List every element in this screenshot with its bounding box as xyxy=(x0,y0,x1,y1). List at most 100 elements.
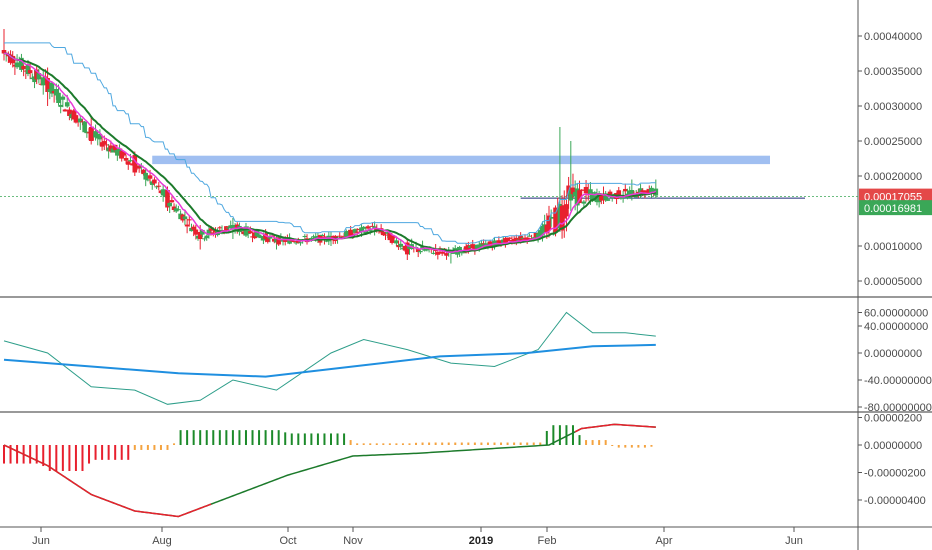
candle-body xyxy=(67,109,72,116)
candle-body xyxy=(389,236,395,243)
macd-histogram-bar xyxy=(395,443,398,445)
candle-body xyxy=(167,202,172,207)
macd-tick-label: -0.00000400 xyxy=(864,495,926,507)
candle-body xyxy=(101,141,107,145)
macd-histogram-bar xyxy=(153,445,156,450)
macd-histogram-bar xyxy=(480,442,483,445)
candle-body xyxy=(383,234,388,236)
macd-tick-label: 0.00000000 xyxy=(864,440,922,452)
candle-body xyxy=(568,190,574,201)
candle-body xyxy=(581,201,587,204)
candle-body xyxy=(200,229,205,235)
candle-body xyxy=(352,229,358,233)
time-tick-label: 2019 xyxy=(469,535,493,547)
time-tick-label: Oct xyxy=(279,535,296,547)
macd-histogram-bar xyxy=(460,442,463,445)
macd-histogram-bar xyxy=(166,445,169,450)
macd-tick-label: -0.00000200 xyxy=(864,468,926,480)
candle-body xyxy=(439,251,445,254)
candle-body xyxy=(276,237,281,245)
candle-body xyxy=(19,57,24,70)
macd-histogram-bar xyxy=(630,445,633,448)
macd-histogram-bar xyxy=(362,443,365,445)
candle-body xyxy=(311,236,316,238)
macd-histogram-bar xyxy=(251,430,254,445)
candle-body xyxy=(54,89,59,96)
candle-body xyxy=(14,62,20,68)
candle-body xyxy=(415,249,421,253)
macd-histogram-bar xyxy=(486,442,489,445)
oscillator-tick-label: 40.00000000 xyxy=(864,321,928,333)
candle-body xyxy=(618,197,624,199)
candle-body xyxy=(381,232,386,236)
oscillator-tick-label: -40.00000000 xyxy=(864,375,932,387)
candle-body xyxy=(208,228,214,231)
macd-histogram-bar xyxy=(48,445,51,471)
macd-histogram-bar xyxy=(35,445,38,464)
macd-histogram-bar xyxy=(81,445,84,471)
candle-body xyxy=(193,229,199,235)
candle-body xyxy=(125,161,131,165)
macd-histogram-bar xyxy=(500,442,503,445)
candle-body xyxy=(254,230,260,237)
macd-histogram-bar xyxy=(271,430,274,445)
candle-body xyxy=(82,121,87,133)
candle-body xyxy=(202,238,207,240)
candle-body xyxy=(592,192,598,194)
candle-body xyxy=(507,237,513,239)
fast-ma-line xyxy=(3,52,657,253)
candle-body xyxy=(605,199,611,201)
macd-histogram-bar xyxy=(186,430,189,445)
candle-body xyxy=(40,77,46,86)
macd-histogram-bar xyxy=(441,442,444,445)
macd-histogram-bar xyxy=(532,442,535,445)
macd-histogram-bar xyxy=(571,425,574,445)
price-tick-label: 0.00020000 xyxy=(864,171,922,183)
macd-histogram-bar xyxy=(290,433,293,445)
candle-body xyxy=(293,242,299,244)
macd-histogram-bar xyxy=(565,425,568,445)
macd-histogram-bar xyxy=(356,443,359,445)
candle-body xyxy=(385,232,390,234)
macd-histogram-bar xyxy=(173,443,176,445)
macd-histogram-bar xyxy=(127,445,130,460)
macd-histogram-bar xyxy=(617,445,620,448)
macd-histogram-bar xyxy=(258,430,261,445)
macd-histogram-bar xyxy=(434,442,437,445)
macd-histogram-bar xyxy=(369,443,372,445)
candle-body xyxy=(644,190,650,193)
candle-body xyxy=(607,191,613,196)
candle-body xyxy=(603,193,608,200)
candle-body xyxy=(97,133,103,140)
candle-body xyxy=(99,142,105,147)
macd-histogram-bar xyxy=(140,445,143,450)
candle-body xyxy=(265,236,271,242)
candle-body xyxy=(256,234,262,238)
candle-body xyxy=(291,241,297,243)
time-tick-label: Nov xyxy=(343,535,363,547)
candle-body xyxy=(359,227,364,233)
candle-body xyxy=(354,231,360,233)
macd-histogram-bar xyxy=(604,440,607,445)
macd-histogram-bar xyxy=(68,445,71,471)
candle-body xyxy=(136,165,142,169)
candle-body xyxy=(60,96,66,100)
candle-body xyxy=(418,251,423,253)
candle-body xyxy=(56,92,61,104)
candle-body xyxy=(152,179,157,184)
candle-body xyxy=(184,224,190,227)
candle-body xyxy=(588,189,593,196)
macd-histogram-bar xyxy=(578,435,581,445)
candle-body xyxy=(71,110,77,120)
macd-histogram-bar xyxy=(637,445,640,448)
candle-body xyxy=(64,102,70,107)
macd-histogram-bar xyxy=(146,445,149,450)
candle-body xyxy=(104,144,109,146)
candle-body xyxy=(546,215,552,230)
macd-histogram-bar xyxy=(120,445,123,460)
macd-histogram-bar xyxy=(473,442,476,445)
macd-histogram-bar xyxy=(225,430,228,445)
price-tick-label: 0.00005000 xyxy=(864,276,922,288)
candle-body xyxy=(147,175,153,179)
